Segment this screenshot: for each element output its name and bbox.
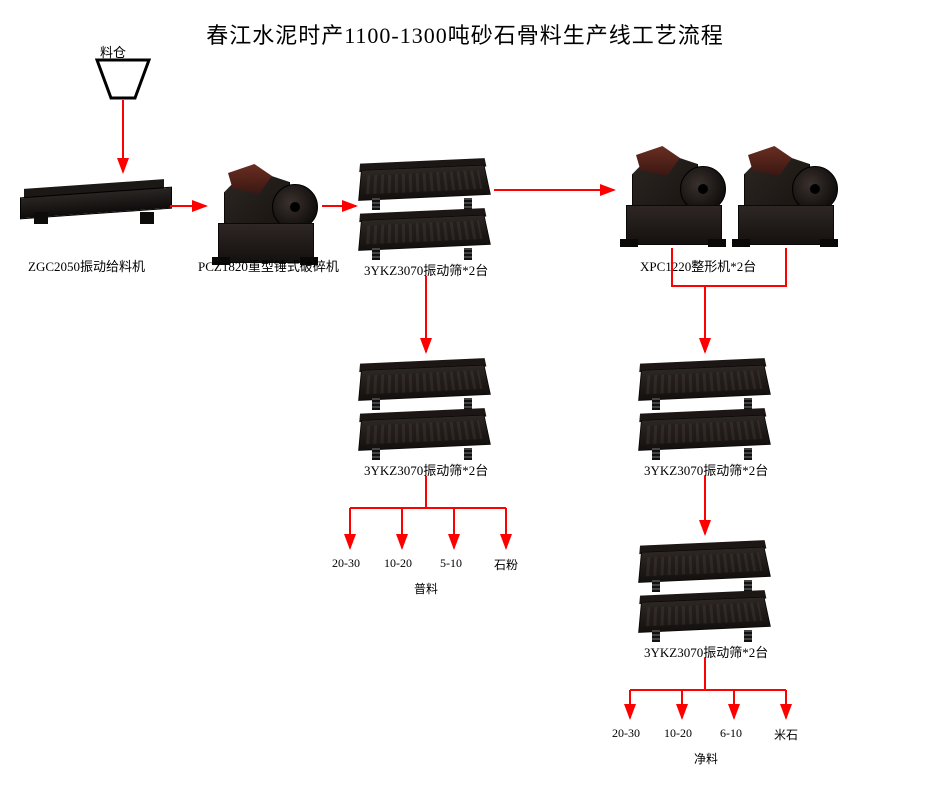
out-left-0: 20-30	[332, 556, 360, 571]
out-right-group: 净料	[694, 750, 718, 767]
out-right-1: 10-20	[664, 726, 692, 741]
out-left-3: 石粉	[494, 556, 518, 573]
out-right-2: 6-10	[720, 726, 742, 741]
out-left-group: 普料	[414, 580, 438, 597]
out-right-3: 米石	[774, 726, 798, 743]
out-right-0: 20-30	[612, 726, 640, 741]
out-left-1: 10-20	[384, 556, 412, 571]
out-left-2: 5-10	[440, 556, 462, 571]
arrows	[0, 0, 930, 800]
